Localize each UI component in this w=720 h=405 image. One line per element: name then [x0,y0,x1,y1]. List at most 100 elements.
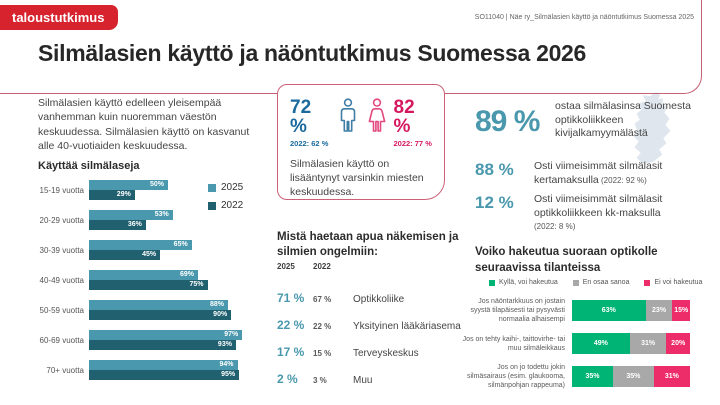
age-chart-legend: 2025 2022 [208,182,243,218]
column-header-2025: 2025 [277,262,295,271]
age-bar-2025: 97% [89,330,243,340]
stacked-bar: 49% 31% 20% [572,333,690,355]
age-chart-row: 20-29 vuotta 53% 36% [38,210,278,230]
age-bar-pair: 69% 75% [89,270,247,290]
optician-legend-item: En osaa sanoa [572,279,630,286]
bar-value-label: 50% [149,181,164,188]
situation-label: Jos on tehty kaihi-, taittovirhe- tai mu… [462,335,565,352]
taloustutkimus-logo: taloustutkimus [0,5,119,30]
age-group-label: 60-69 vuotta [39,335,84,345]
age-chart-row: 30-39 vuotta 65% 45% [38,240,278,260]
situation-label: Jos näöntarkkuus on jostain syystä tilap… [470,298,565,324]
age-group-label: 50-59 vuotta [39,305,84,315]
male-percentage: 72 % [290,97,312,137]
male-stat: 72 % 2022: 62 % [290,98,331,148]
age-bar-2022: 36% [89,220,146,230]
age-bar-pair: 65% 45% [89,240,247,260]
legend-swatch [644,279,651,286]
bar-value-label: 29% [116,191,131,198]
age-bar-pair: 53% 36% [89,210,247,230]
bar-value-label: 53% [154,211,169,218]
age-bar-2022: 90% [89,310,232,320]
bar-value-label: 65% [173,241,188,248]
optician-legend-item: Kyllä, voi hakeutua [489,279,558,286]
female-stat: 82 % 2022: 77 % [394,98,435,148]
optician-chart-legend: Kyllä, voi hakeutua En osaa sanoa Ei voi h… [489,279,702,286]
age-bar-2022: 29% [89,190,135,200]
bar-value-label: 94% [219,361,234,368]
age-chart-title: Käyttää silmälaseja [38,160,140,172]
age-group-label: 15-19 vuotta [39,185,84,195]
bar-value-label: 69% [180,271,195,278]
optician-chart-row: Jos on tehty kaihi-, taittovirhe- tai mu… [460,333,690,355]
legend-label: 2025 [221,182,244,193]
stat-percentage: 88 % [475,159,514,179]
stacked-bar: 35% 35% 31% [572,366,690,388]
optician-chart-row: Jos näöntarkkuus on jostain syystä tilap… [460,297,691,324]
help-table-row: 22 % 22 % Yksityinen lääkäriasema [277,318,469,345]
help-source-label: Muu [353,375,373,386]
age-usage-chart: 15-19 vuotta 50% 29% 20-29 vuotta 53% 36% 30-3… [38,180,278,390]
intro-text: Silmälasien käyttö edelleen yleisempää v… [38,97,250,153]
bar-segment: 35% [572,366,613,388]
bar-value-label: 45% [142,251,157,258]
bar-value-label: 95% [221,371,236,378]
stat-percentage: 12 % [475,193,514,213]
legend-label: Kyllä, voi hakeutua [499,279,558,286]
bar-value-label: 93% [217,341,232,348]
age-chart-row: 60-69 vuotta 97% 93% [38,330,278,350]
help-source-label: Yksityinen lääkäriasema [353,321,461,332]
situation-label: Jos on jo todettu jokin silmäsairaus (es… [466,364,565,390]
gender-stats-row: 72 % 2022: 62 % 82 % 2022: 77 % [290,98,434,148]
age-chart-row: 40-49 vuotta 69% 75% [38,270,278,290]
help-table-header: 2025 2022 [277,262,469,291]
stat-previous-value: (2022: 8 %) [534,222,576,232]
stat-text: Osti viimeisimmät silmälasit kertamaksul… [534,159,663,186]
age-group-label: 70+ vuotta [46,365,84,375]
bar-segment: 49% [572,333,630,355]
optician-legend-item: Ei voi hakeutua [644,279,702,286]
age-bar-2022: 93% [89,340,236,350]
value-2025: 22 % [277,318,305,332]
age-bar-pair: 97% 93% [89,330,247,350]
bar-segment: 63% [572,300,646,322]
bar-segment: 20% [666,333,690,355]
gender-stats-box: 72 % 2022: 62 % 82 % 2022: 77 % Silmäl [277,84,445,200]
stat-text: Osti viimeisimmät silmälasit optikkoliik… [534,193,663,232]
bar-value-label: 36% [127,221,142,228]
stat-row: 12 % Osti viimeisimmät silmälasit optikko… [475,193,705,234]
male-previous-value: 2022: 62 % [290,139,329,148]
help-table-row: 71 % 67 % Optikkoliike [277,291,469,318]
female-icon [365,98,389,140]
age-group-label: 40-49 vuotta [39,275,84,285]
value-2022: 15 % [313,349,332,358]
column-header-2022: 2022 [313,262,331,271]
page-title: Silmälasien käyttö ja näöntutkimus Suome… [38,40,587,66]
help-sources-table: 2025 2022 71 % 67 % Optikkoliike 22 % 22 % Yksi… [277,262,469,399]
bar-segment: 31% [653,366,690,388]
age-group-label: 20-29 vuotta [39,215,84,225]
legend-label: Ei voi hakeutua [654,279,703,286]
stat-row: 89 % ostaa silmälasinsa Suomesta optikkol… [475,100,705,141]
legend-label: 2022 [221,200,244,211]
legend-label: En osaa sanoa [582,279,630,286]
bar-value-label: 97% [224,331,239,338]
legend-item-2025: 2025 [208,182,243,193]
age-bar-2025: 53% [89,210,173,220]
bar-value-label: 90% [213,311,228,318]
bar-value-label: 75% [189,281,204,288]
help-table-row: 17 % 15 % Terveyskeskus [277,345,469,372]
optician-chart-title: Voiko hakeutua suoraan optikolle seuraav… [475,246,658,274]
age-bar-2025: 50% [89,180,168,190]
header-caption: SO11040 | Näe ry_Silmälasien käyttö ja n… [474,14,694,21]
stat-row: 88 % Osti viimeisimmät silmälasit kertama… [475,160,705,187]
female-percentage: 82 % [393,97,415,137]
bar-segment: 15% [672,300,691,322]
age-bar-2025: 94% [89,360,238,370]
stat-text: ostaa silmälasinsa Suomesta optikkoliikk… [555,100,691,140]
finland-map-icon [628,92,676,171]
value-2025: 2 % [277,372,298,386]
value-2025: 71 % [277,291,305,305]
value-2022: 67 % [313,295,332,304]
